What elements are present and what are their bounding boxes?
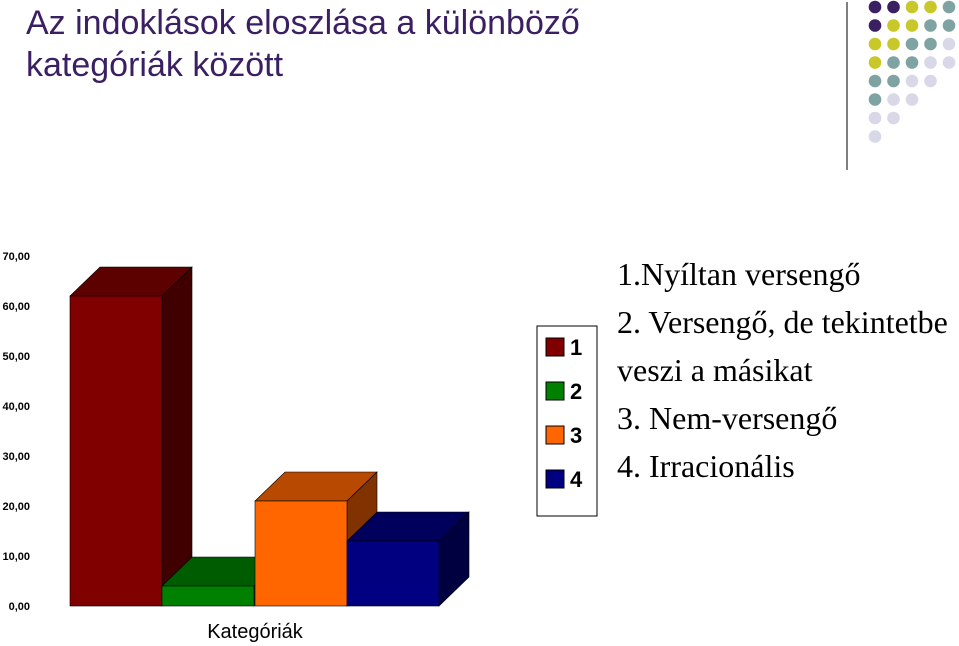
deco-dot [887,37,900,51]
title-line-2: kategóriák között [26,46,284,84]
legend-label-1: 1 [570,335,582,360]
legend-swatch-1 [545,337,565,357]
y-tick-label: 30,00 [2,451,30,463]
y-tick-label: 50,00 [2,351,30,363]
legend-swatch-3 [545,425,565,445]
deco-dot [868,56,882,69]
deco-dot [887,19,900,32]
description-3: 3. Nem-versengő [617,400,838,436]
deco-dot [868,74,882,88]
bar-3 [254,500,348,607]
deco-dot [868,0,882,14]
deco-dot [887,74,900,88]
deco-dot [924,19,937,32]
deco-dot [924,0,937,14]
x-axis-label: Kategóriák [207,621,304,643]
deco-dot [942,19,956,32]
category-descriptions: 1.Nyíltan versengő 2. Versengő, de tekin… [617,250,957,490]
legend-swatch-2 [545,381,565,401]
description-1: 1.Nyíltan versengő [617,256,861,292]
deco-dot [868,130,882,143]
deco-dot [924,74,937,88]
deco-dot [942,37,956,51]
bar-1 [69,295,163,607]
legend-label-4: 4 [570,467,583,492]
deco-dot [868,111,882,125]
decorative-dot-pattern [846,0,956,170]
y-tick-label: 20,00 [2,501,30,513]
deco-dot [887,0,900,14]
bar-2 [161,585,255,607]
deco-dot [942,0,956,14]
description-4: 4. Irracionális [617,448,795,484]
deco-dot [905,74,919,88]
y-tick-label: 40,00 [2,401,30,413]
deco-dot [887,56,900,69]
y-tick-label: 70,00 [2,251,30,263]
bar-1-side [161,266,193,607]
deco-dot [905,19,919,32]
y-tick-label: 10,00 [2,551,30,563]
bar-4 [346,540,440,607]
description-2: 2. Versengő, de tekintetbe veszi a másik… [617,304,948,388]
legend-swatch-4 [545,469,565,489]
y-tick-label: 60,00 [2,301,30,313]
slide-title: Az indoklások eloszlása a különböző kate… [26,2,826,86]
deco-dot [942,56,956,69]
deco-dot [905,37,919,51]
deco-dot [887,111,900,125]
deco-dot [868,93,882,106]
deco-dot [868,37,882,51]
y-tick-label: 0,00 [9,601,30,613]
legend-label-2: 2 [570,379,582,404]
deco-dot [924,56,937,69]
deco-dot [868,19,882,32]
title-line-1: Az indoklások eloszlása a különböző [26,4,580,42]
deco-dot [905,93,919,106]
legend-label-3: 3 [570,423,582,448]
deco-dot [887,93,900,106]
deco-dot [905,0,919,14]
deco-dot [924,37,937,51]
deco-dot [905,56,919,69]
